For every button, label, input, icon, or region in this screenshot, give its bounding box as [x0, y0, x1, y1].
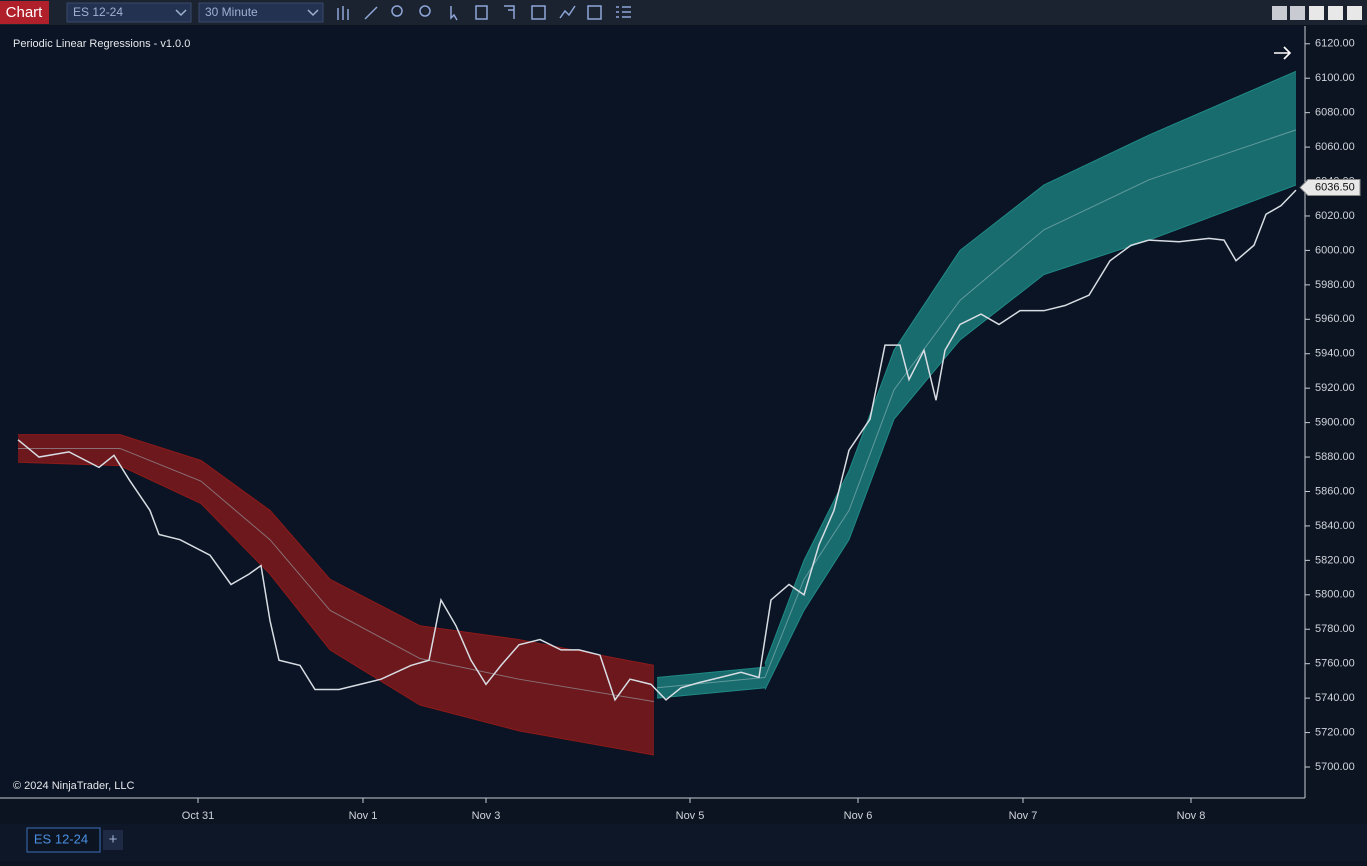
scroll-arrow[interactable] — [1274, 46, 1292, 60]
chart-button-label: Chart — [6, 4, 44, 21]
channel-fill — [765, 71, 1296, 690]
window-button[interactable] — [1272, 6, 1287, 20]
y-tick-label: 5700.00 — [1315, 761, 1355, 773]
y-tick-label: 5740.00 — [1315, 692, 1355, 704]
draw-icon[interactable] — [364, 6, 378, 20]
y-tick-label: 5720.00 — [1315, 726, 1355, 738]
last-price-label: 6036.50 — [1315, 181, 1355, 193]
maximize-button[interactable] — [1328, 6, 1343, 20]
interval-select[interactable] — [198, 2, 324, 23]
y-tick-label: 5800.00 — [1315, 589, 1355, 601]
y-tick-label: 5900.00 — [1315, 417, 1355, 429]
channel-mid — [656, 676, 766, 689]
add-tab-button[interactable] — [103, 830, 123, 850]
copyright: © 2024 NinjaTrader, LLC — [13, 780, 134, 792]
chart-button[interactable] — [0, 1, 49, 24]
y-tick-label: 6080.00 — [1315, 107, 1355, 119]
properties-icon[interactable] — [504, 5, 515, 19]
y-tick-label: 6000.00 — [1315, 244, 1355, 256]
channel-fill — [18, 434, 654, 755]
y-tick-label: 5760.00 — [1315, 658, 1355, 670]
y-tick-label: 5980.00 — [1315, 279, 1355, 291]
channel-lower — [656, 687, 766, 699]
channel-mid — [18, 447, 655, 703]
dropdown-arrow — [307, 9, 319, 17]
dropdown-arrow — [175, 9, 187, 17]
tab-label: ES 12-24 — [34, 831, 88, 846]
price-line — [17, 189, 1297, 702]
y-tick-label: 5960.00 — [1315, 313, 1355, 325]
window-button[interactable] — [1290, 6, 1305, 20]
x-tick-label: Nov 6 — [844, 810, 873, 822]
data-box-icon[interactable] — [475, 5, 488, 20]
x-tick-label: Nov 1 — [349, 810, 378, 822]
y-tick-label: 5940.00 — [1315, 348, 1355, 360]
channel-lower — [17, 461, 655, 756]
last-price-box — [1299, 179, 1361, 197]
y-tick-label: 5920.00 — [1315, 382, 1355, 394]
strategies-icon[interactable] — [559, 5, 576, 19]
channel-upper — [764, 70, 1297, 664]
instrument-label: ES 12-24 — [73, 5, 123, 19]
channel-upper — [656, 666, 766, 678]
instrument-select[interactable] — [66, 2, 192, 23]
x-tick-label: Nov 7 — [1009, 810, 1038, 822]
zoom-in-icon[interactable] — [391, 5, 403, 17]
y-tick-label: 5880.00 — [1315, 451, 1355, 463]
toolbar-icons — [337, 5, 631, 21]
interval-label: 30 Minute — [205, 5, 258, 19]
y-tick-label: 5820.00 — [1315, 554, 1355, 566]
x-tick-label: Nov 3 — [472, 810, 501, 822]
y-tick-label: 5860.00 — [1315, 485, 1355, 497]
y-tick-label: 6020.00 — [1315, 210, 1355, 222]
plot — [17, 70, 1297, 756]
menu-icon[interactable] — [616, 6, 631, 18]
close-button[interactable] — [1347, 6, 1362, 20]
y-tick-label: 6060.00 — [1315, 141, 1355, 153]
x-tick-label: Oct 31 — [182, 810, 214, 822]
indicators-icon[interactable] — [531, 5, 546, 20]
tab-bar — [0, 824, 1367, 861]
tab[interactable] — [26, 827, 101, 853]
x-tick-label: Nov 5 — [676, 810, 705, 822]
channel-upper — [18, 434, 655, 666]
y-tick-label: 5840.00 — [1315, 520, 1355, 532]
minimize-button[interactable] — [1309, 6, 1324, 20]
y-tick-label: 5780.00 — [1315, 623, 1355, 635]
bars-icon[interactable] — [337, 6, 349, 20]
y-tick-label: 6100.00 — [1315, 72, 1355, 84]
x-tick-label: Nov 8 — [1177, 810, 1206, 822]
zoom-out-icon[interactable] — [419, 5, 431, 17]
indicator-title: Periodic Linear Regressions - v1.0.0 — [13, 38, 190, 50]
y-tick-label: 6120.00 — [1315, 38, 1355, 50]
add-tab-label: + — [109, 831, 118, 848]
pointer-icon[interactable] — [450, 6, 458, 21]
templates-icon[interactable] — [587, 5, 602, 20]
